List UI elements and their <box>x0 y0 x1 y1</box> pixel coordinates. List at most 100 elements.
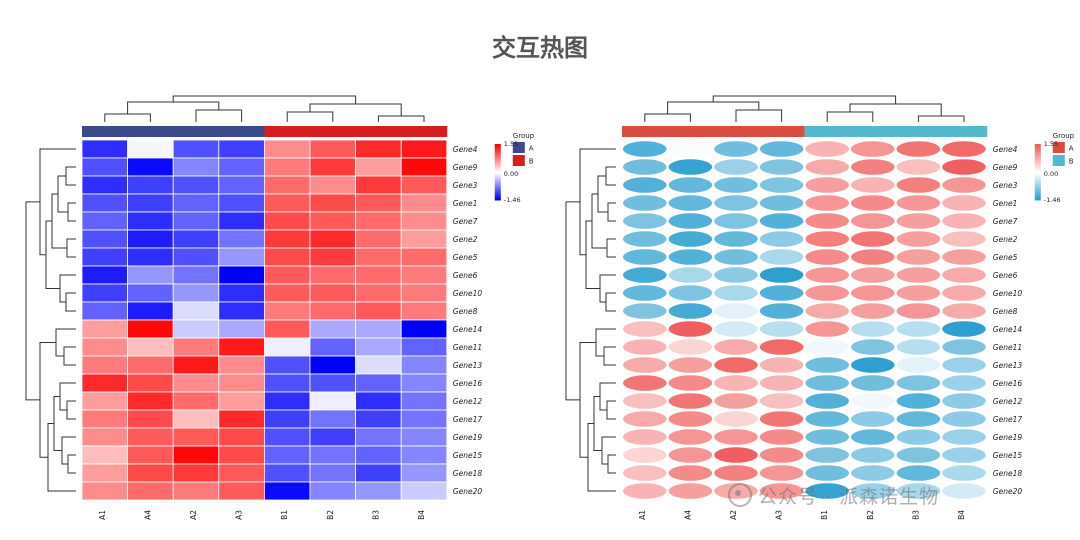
heatmap-ellipse <box>805 231 849 247</box>
heatmap-ellipse <box>851 465 895 481</box>
heatmap-cell <box>127 391 174 411</box>
heatmap-cell <box>127 265 174 285</box>
heatmap-ellipse <box>851 411 895 427</box>
heatmap-ellipse <box>623 303 667 319</box>
heatmap-cell <box>400 247 448 267</box>
legend-swatch <box>1052 155 1065 166</box>
heatmap-ellipse <box>942 249 986 265</box>
heatmap-cell <box>309 229 356 249</box>
row-label: Gene14 <box>993 325 1023 334</box>
heatmap-ellipse <box>851 483 895 499</box>
heatmap-cell <box>263 193 311 213</box>
color-scale-step <box>1034 196 1041 199</box>
color-scale-step <box>1034 175 1041 179</box>
group-bar-segment <box>804 126 851 137</box>
row-label: Gene11 <box>993 343 1022 352</box>
heatmap-ellipse <box>714 375 758 391</box>
legend: Group AB 1.55 0.00 -1.46 <box>494 132 535 204</box>
heatmap-ellipse <box>714 177 758 193</box>
heatmap-ellipse <box>851 429 895 445</box>
heatmap-cell <box>172 247 220 267</box>
heatmap-ellipse <box>759 213 804 229</box>
heatmap-ellipse <box>668 483 713 499</box>
color-scale-step <box>494 153 501 156</box>
row-label: Gene11 <box>453 343 482 352</box>
heatmap-cell <box>400 481 448 501</box>
heatmap-cell <box>309 301 356 321</box>
color-scale-step <box>1034 147 1041 151</box>
heatmap-cell <box>127 319 174 339</box>
heatmap-cell <box>81 283 128 303</box>
heatmap-cell <box>81 391 128 411</box>
heatmap-ellipse <box>759 195 804 211</box>
heatmap-cell <box>355 193 402 213</box>
group-annotation-bar <box>82 126 448 137</box>
heatmap-ellipse <box>942 285 986 301</box>
heatmap-cell <box>127 355 174 375</box>
row-label: Gene3 <box>453 181 478 190</box>
column-label: B2 <box>866 510 875 520</box>
ellipse-heatmap-panel: Gene4 Gene9 Gene3 Gene1 Gene7 Gene2 Gene5 Gene6… <box>548 90 1075 530</box>
row-label: Gene4 <box>453 145 478 154</box>
heatmap-ellipse <box>668 249 713 265</box>
heatmap-ellipse <box>942 177 986 193</box>
heatmap-ellipse <box>668 411 713 427</box>
heatmap-ellipse <box>623 177 667 193</box>
heatmap-cell <box>355 139 402 159</box>
row-dendrogram-branch <box>59 382 76 411</box>
heatmap-cell <box>355 229 402 249</box>
heatmap-ellipse <box>896 357 941 373</box>
row-dendrogram-branch <box>585 220 600 289</box>
heatmap-cell <box>81 427 128 447</box>
column-dendrogram-branch <box>172 95 357 104</box>
row-label: Gene19 <box>453 433 483 442</box>
heatmap-cell <box>81 319 128 339</box>
group-bar-segment <box>622 126 669 137</box>
heatmap-ellipse <box>759 357 804 373</box>
heatmap-ellipse <box>714 249 758 265</box>
heatmap-ellipse <box>623 465 667 481</box>
heatmap-ellipse <box>896 285 941 301</box>
heatmap-ellipse <box>623 285 667 301</box>
heatmap-cell <box>355 247 402 267</box>
heatmap-ellipse <box>896 321 941 337</box>
ellipse-heatmap-chart: Gene4 Gene9 Gene3 Gene1 Gene7 Gene2 Gene5 Gene6… <box>565 95 1075 520</box>
heatmap-cell <box>355 283 402 303</box>
group-bar-segment <box>895 126 942 137</box>
heatmap-cell <box>309 463 356 483</box>
heatmap-cell <box>172 157 220 177</box>
heatmap-ellipse <box>942 465 986 481</box>
color-scale-step <box>494 173 501 177</box>
row-label: Gene7 <box>453 217 478 226</box>
heatmap-cell <box>172 265 220 285</box>
row-dendrogram-branch <box>66 238 76 258</box>
color-scale-tick: 0.00 <box>504 170 518 178</box>
heatmap-cell <box>81 229 128 249</box>
legend-label: A <box>529 145 534 153</box>
heatmap-ellipse <box>896 213 941 229</box>
heatmap-ellipse <box>714 447 758 463</box>
heatmap-cell <box>263 265 311 285</box>
color-scale-step <box>1034 172 1041 175</box>
color-scale-tick: -1.46 <box>504 196 521 204</box>
heatmap-cell <box>127 481 174 501</box>
row-label: Gene18 <box>993 469 1023 478</box>
column-dendrogram-branch <box>667 101 760 114</box>
column-label: B4 <box>957 510 966 520</box>
color-scale-step <box>494 188 501 192</box>
row-dendrogram-branch <box>606 400 616 420</box>
color-scale-step <box>1034 198 1041 201</box>
column-dendrogram <box>104 95 425 122</box>
heatmap-ellipse <box>623 213 667 229</box>
heatmap-ellipse <box>805 249 849 265</box>
color-scale-step <box>494 151 501 154</box>
row-dendrogram <box>25 148 76 492</box>
heatmap-cell <box>309 427 356 447</box>
heatmap-ellipse <box>805 303 849 319</box>
heatmap-cell <box>218 319 265 339</box>
heatmap-cell <box>355 319 402 339</box>
heatmap-ellipse <box>714 141 758 157</box>
row-label: Gene16 <box>993 379 1023 388</box>
color-scale-step <box>494 149 501 152</box>
heatmap-cell <box>309 193 356 213</box>
